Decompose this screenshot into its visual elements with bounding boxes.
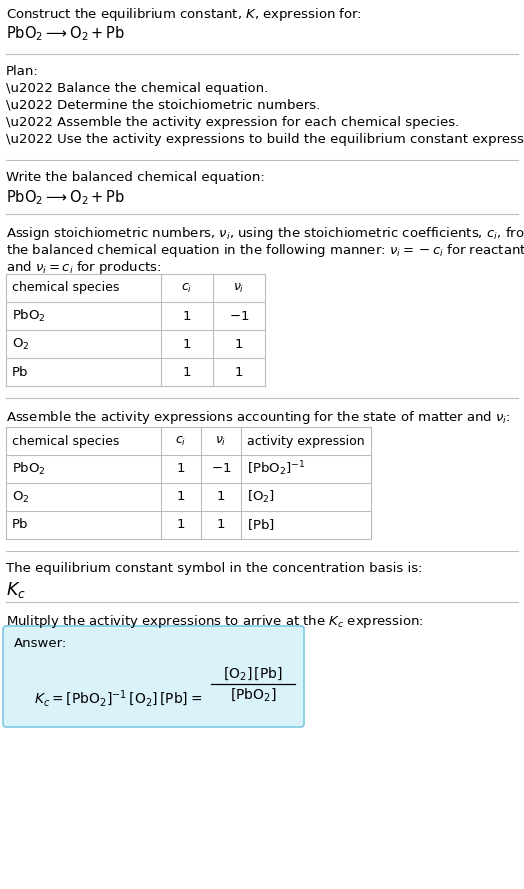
Text: $\nu_i$: $\nu_i$ — [215, 435, 227, 447]
Text: \u2022 Determine the stoichiometric numbers.: \u2022 Determine the stoichiometric numb… — [6, 99, 320, 112]
Text: \u2022 Use the activity expressions to build the equilibrium constant expression: \u2022 Use the activity expressions to b… — [6, 133, 524, 146]
Text: activity expression: activity expression — [247, 435, 365, 447]
Text: 1: 1 — [177, 462, 185, 476]
Text: Answer:: Answer: — [14, 637, 67, 650]
Text: $c_i$: $c_i$ — [181, 282, 193, 294]
Text: 1: 1 — [177, 518, 185, 532]
Text: $\nu_i$: $\nu_i$ — [233, 282, 245, 294]
Text: chemical species: chemical species — [12, 282, 119, 294]
Text: $[\mathrm{PbO_2}]$: $[\mathrm{PbO_2}]$ — [230, 686, 276, 703]
Text: $\mathrm{PbO_2}$: $\mathrm{PbO_2}$ — [12, 461, 46, 477]
Text: Mulitply the activity expressions to arrive at the $K_c$ expression:: Mulitply the activity expressions to arr… — [6, 613, 424, 630]
Text: $[\mathrm{O_2}]\,[\mathrm{Pb}]$: $[\mathrm{O_2}]\,[\mathrm{Pb}]$ — [223, 665, 283, 682]
Text: $\mathrm{PbO_2}$: $\mathrm{PbO_2}$ — [12, 308, 46, 324]
Text: 1: 1 — [217, 491, 225, 503]
Text: 1: 1 — [183, 338, 191, 350]
Text: $K_c$: $K_c$ — [6, 580, 26, 600]
Text: \u2022 Balance the chemical equation.: \u2022 Balance the chemical equation. — [6, 82, 268, 95]
Text: Write the balanced chemical equation:: Write the balanced chemical equation: — [6, 171, 265, 184]
Text: $[\mathrm{O_2}]$: $[\mathrm{O_2}]$ — [247, 489, 275, 505]
Text: Construct the equilibrium constant, $K$, expression for:: Construct the equilibrium constant, $K$,… — [6, 6, 362, 23]
Text: 1: 1 — [183, 309, 191, 323]
Text: Assign stoichiometric numbers, $\nu_i$, using the stoichiometric coefficients, $: Assign stoichiometric numbers, $\nu_i$, … — [6, 225, 524, 242]
Text: chemical species: chemical species — [12, 435, 119, 447]
Text: 1: 1 — [217, 518, 225, 532]
Text: $[\mathrm{Pb}]$: $[\mathrm{Pb}]$ — [247, 517, 275, 533]
Text: Assemble the activity expressions accounting for the state of matter and $\nu_i$: Assemble the activity expressions accoun… — [6, 409, 511, 426]
Text: the balanced chemical equation in the following manner: $\nu_i = -c_i$ for react: the balanced chemical equation in the fo… — [6, 242, 524, 259]
Text: $c_i$: $c_i$ — [176, 435, 187, 447]
Text: $\mathrm{O_2}$: $\mathrm{O_2}$ — [12, 490, 29, 505]
Text: $-1$: $-1$ — [229, 309, 249, 323]
Text: The equilibrium constant symbol in the concentration basis is:: The equilibrium constant symbol in the c… — [6, 562, 422, 575]
Text: $K_c = [\mathrm{PbO_2}]^{-1}\,[\mathrm{O_2}]\,[\mathrm{Pb}] = $: $K_c = [\mathrm{PbO_2}]^{-1}\,[\mathrm{O… — [34, 689, 202, 709]
Text: 1: 1 — [235, 365, 243, 379]
Text: and $\nu_i = c_i$ for products:: and $\nu_i = c_i$ for products: — [6, 259, 161, 276]
Text: $\mathrm{PbO_2} \longrightarrow \mathrm{O_2 + Pb}$: $\mathrm{PbO_2} \longrightarrow \mathrm{… — [6, 24, 125, 43]
Text: \u2022 Assemble the activity expression for each chemical species.: \u2022 Assemble the activity expression … — [6, 116, 459, 129]
Text: 1: 1 — [177, 491, 185, 503]
Text: Pb: Pb — [12, 365, 28, 379]
FancyBboxPatch shape — [3, 626, 304, 727]
Text: 1: 1 — [235, 338, 243, 350]
Text: Plan:: Plan: — [6, 65, 39, 78]
Text: 1: 1 — [183, 365, 191, 379]
Text: $\mathrm{O_2}$: $\mathrm{O_2}$ — [12, 336, 29, 351]
Text: $[\mathrm{PbO_2}]^{-1}$: $[\mathrm{PbO_2}]^{-1}$ — [247, 460, 305, 478]
Text: Pb: Pb — [12, 518, 28, 532]
Text: $\mathrm{PbO_2} \longrightarrow \mathrm{O_2 + Pb}$: $\mathrm{PbO_2} \longrightarrow \mathrm{… — [6, 188, 125, 207]
Text: $-1$: $-1$ — [211, 462, 231, 476]
